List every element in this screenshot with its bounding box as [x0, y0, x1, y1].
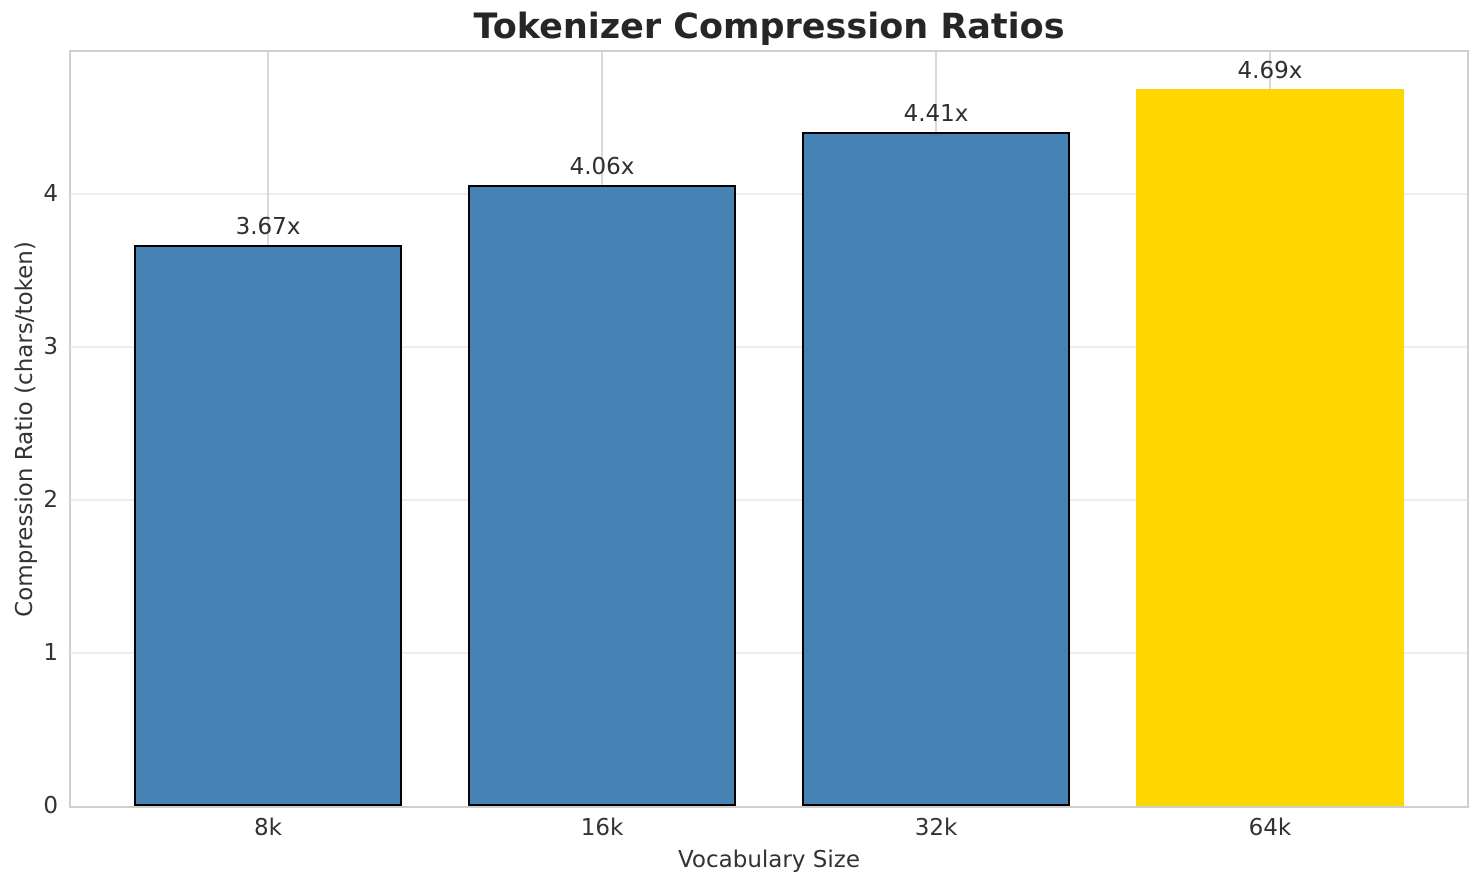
x-tick-label: 32k [914, 815, 958, 841]
y-tick-label: 4 [43, 181, 58, 208]
y-tick-label: 1 [43, 640, 58, 667]
plot-area: 3.67x 4.06x 4.41x 4.69x [69, 50, 1469, 808]
y-gridline [71, 193, 1467, 196]
y-tick-label: 2 [43, 487, 58, 514]
x-axis-label: Vocabulary Size [677, 847, 860, 873]
x-tick-label: 8k [254, 815, 282, 841]
y-tick-label: 0 [43, 793, 58, 819]
bar-value-label: 4.06x [569, 154, 635, 181]
bar-64k [1136, 88, 1404, 806]
x-tick-label: 16k [580, 815, 624, 841]
x-tick-label: 64k [1248, 815, 1292, 841]
bar-16k [468, 185, 736, 806]
y-gridline [71, 346, 1467, 349]
bar-value-label: 4.69x [1237, 57, 1303, 84]
chart-title: Tokenizer Compression Ratios [473, 7, 1065, 47]
bar-value-label: 3.67x [235, 213, 301, 240]
y-axis-label: Compression Ratio (chars/token) [12, 241, 38, 617]
bar-8k [134, 244, 402, 806]
y-tick-label: 3 [43, 334, 58, 361]
bar-32k [802, 131, 1070, 806]
bar-value-label: 4.41x [903, 100, 969, 127]
y-gridline [71, 652, 1467, 655]
y-gridline [71, 499, 1467, 502]
